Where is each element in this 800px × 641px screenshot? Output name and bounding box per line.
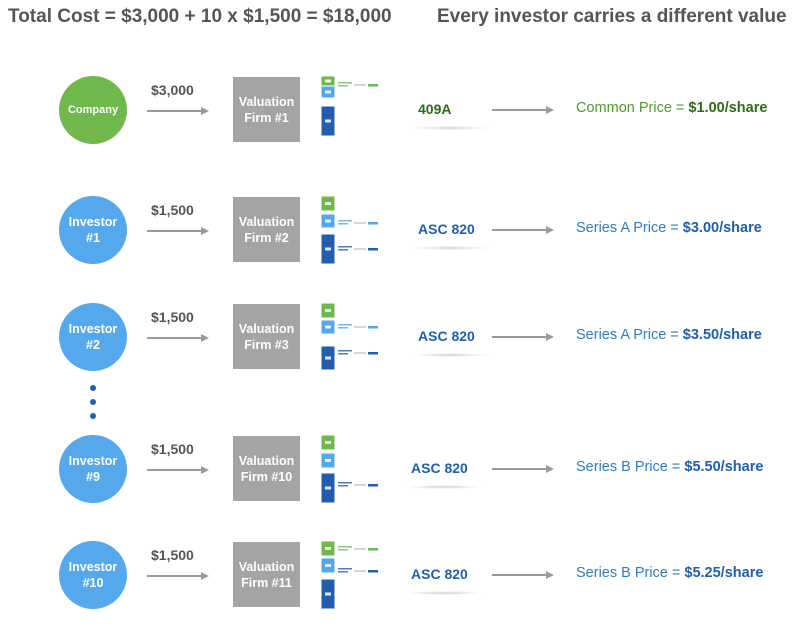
cap-table-thumbnail-icon — [321, 435, 378, 503]
cap-table-thumbnail-icon — [321, 76, 378, 137]
price-label: Series B Price = — [576, 459, 685, 475]
ellipsis-dot — [90, 399, 96, 405]
price-value: $3.00/share — [682, 220, 762, 236]
price-result: Series A Price = $3.00/share — [576, 220, 762, 236]
method-shadow — [405, 591, 483, 595]
method-shadow — [405, 485, 483, 489]
price-result: Series A Price = $3.50/share — [576, 327, 762, 343]
valuation-method-label: ASC 820 — [411, 566, 468, 582]
valuation-method-label: ASC 820 — [418, 328, 475, 344]
ellipsis-dot — [90, 385, 96, 391]
arrow-right-icon — [147, 334, 209, 342]
price-label: Series B Price = — [576, 565, 685, 581]
flow-row: Investor #10 $1,500 Valuation Firm #11 ASC … — [0, 541, 800, 641]
flow-row: Investor #9 $1,500 Valuation Firm #10 ASC 8… — [0, 435, 800, 535]
cost-label: $1,500 — [151, 441, 194, 457]
cost-label: $1,500 — [151, 309, 194, 325]
arrow-right-icon — [147, 466, 209, 474]
cost-label: $1,500 — [151, 202, 194, 218]
method-shadow — [412, 353, 490, 357]
valuation-method-label: 409A — [418, 101, 452, 117]
arrow-right-icon — [492, 226, 554, 234]
arrow-right-icon — [147, 107, 209, 115]
price-value: $5.25/share — [684, 565, 764, 581]
flow-row: Company $3,000 Valuation Firm #1 409A Common… — [0, 76, 800, 176]
valuation-firm-box: Valuation Firm #1 — [233, 77, 300, 142]
total-cost-title: Total Cost = $3,000 + 10 x $1,500 = $18,… — [8, 6, 392, 27]
flow-row: Investor #2 $1,500 Valuation Firm #3 ASC 82… — [0, 303, 800, 403]
price-result: Series B Price = $5.25/share — [576, 565, 763, 581]
valuation-method-label: ASC 820 — [411, 460, 468, 476]
valuation-method-label: ASC 820 — [418, 221, 475, 237]
company-node: Company — [59, 76, 127, 144]
price-value: $1.00/share — [688, 100, 768, 116]
valuation-firm-box: Valuation Firm #3 — [233, 304, 300, 369]
arrow-right-icon — [492, 465, 554, 473]
valuation-firm-box: Valuation Firm #11 — [233, 542, 300, 607]
price-result: Common Price = $1.00/share — [576, 100, 767, 116]
investor-node: Investor #10 — [59, 541, 127, 609]
cost-label: $3,000 — [151, 82, 194, 98]
arrow-right-icon — [492, 571, 554, 579]
arrow-right-icon — [147, 572, 209, 580]
cost-label: $1,500 — [151, 547, 194, 563]
price-value: $5.50/share — [684, 459, 764, 475]
valuation-firm-box: Valuation Firm #2 — [233, 197, 300, 262]
method-shadow — [412, 126, 490, 130]
price-label: Series A Price = — [576, 220, 683, 236]
investor-node: Investor #1 — [59, 196, 127, 264]
valuation-firm-box: Valuation Firm #10 — [233, 436, 300, 501]
price-value: $3.50/share — [682, 327, 762, 343]
price-result: Series B Price = $5.50/share — [576, 459, 763, 475]
method-shadow — [412, 246, 490, 250]
price-label: Series A Price = — [576, 327, 683, 343]
subtitle: Every investor carries a different value — [437, 6, 787, 27]
cap-table-thumbnail-icon — [321, 196, 378, 264]
arrow-right-icon — [147, 227, 209, 235]
flow-row: Investor #1 $1,500 Valuation Firm #2 ASC 82… — [0, 196, 800, 296]
investor-node: Investor #2 — [59, 303, 127, 371]
cap-table-thumbnail-icon — [321, 541, 378, 609]
cap-table-thumbnail-icon — [321, 303, 378, 371]
price-label: Common Price = — [576, 100, 689, 116]
ellipsis-dot — [90, 413, 96, 419]
arrow-right-icon — [492, 333, 554, 341]
arrow-right-icon — [492, 106, 554, 114]
investor-node: Investor #9 — [59, 435, 127, 503]
